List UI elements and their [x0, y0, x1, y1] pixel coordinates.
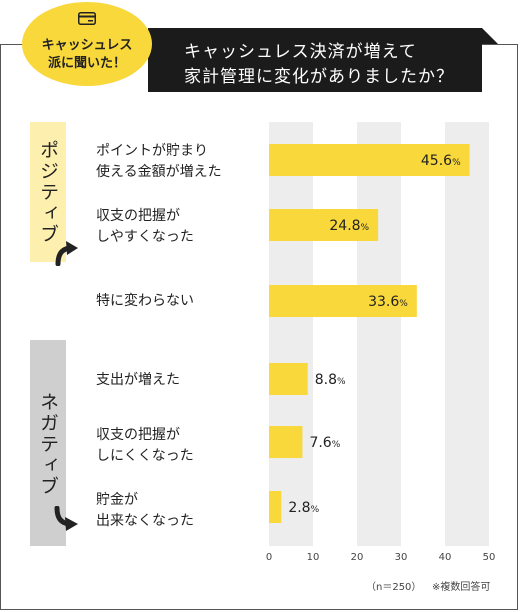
negative-group-label: ネガティブ	[30, 340, 66, 546]
positive-group-label: ポジティブ	[30, 122, 66, 262]
negative-group-text: ネガティブ	[37, 392, 59, 497]
category-label: ポイントが貯まり 使える金額が増えた	[96, 143, 222, 180]
data-label: 45.6%	[421, 153, 461, 169]
bar	[269, 209, 379, 241]
grid-band	[445, 122, 489, 546]
badge-line-2: 派に聞いた！	[47, 56, 126, 71]
sample-size-note: （n＝250）	[366, 582, 422, 593]
x-tick-label: 0	[266, 552, 272, 563]
multiple-answer-note: ※複数回答可	[432, 582, 491, 593]
bar	[269, 285, 417, 317]
data-label: 2.8%	[288, 500, 319, 516]
data-label: 33.6%	[368, 294, 408, 310]
category-label: 特に変わらない	[96, 293, 194, 309]
positive-group-text: ポジティブ	[37, 140, 59, 245]
category-label: 貯金が 出来なくなった	[96, 492, 194, 529]
x-tick-label: 20	[351, 552, 364, 563]
down-arrow-icon	[54, 506, 78, 531]
grid-band	[269, 122, 313, 546]
data-label: 8.8%	[315, 372, 346, 388]
chart-frame	[0, 44, 518, 610]
bar	[269, 144, 470, 176]
badge-line-1: キャッシュレス	[41, 38, 133, 53]
bar	[269, 363, 308, 395]
bar	[269, 491, 282, 523]
x-tick-label: 10	[307, 552, 320, 563]
category-label: 収支の把握が しにくくなった	[96, 427, 194, 464]
banner-line-1: キャッシュレス決済が増えて	[184, 42, 417, 62]
category-label: 収支の把握が しやすくなった	[96, 208, 194, 245]
data-label: 7.6%	[309, 435, 340, 451]
grid-band	[357, 122, 401, 546]
x-tick-label: 30	[395, 552, 408, 563]
question-banner: キャッシュレス決済が増えて 家計管理に変化がありましたか？	[148, 28, 482, 92]
x-tick-label: 40	[439, 552, 452, 563]
x-tick-label: 50	[483, 552, 496, 563]
data-label: 24.8%	[329, 218, 369, 234]
category-label: 支出が増えた	[96, 372, 180, 388]
card-icon	[78, 12, 96, 25]
survey-badge: キャッシュレス 派に聞いた！	[22, 2, 152, 86]
bar	[269, 426, 303, 458]
up-arrow-icon	[55, 241, 78, 266]
banner-notch	[482, 28, 498, 44]
banner-line-2: 家計管理に変化がありましたか？	[184, 67, 454, 87]
